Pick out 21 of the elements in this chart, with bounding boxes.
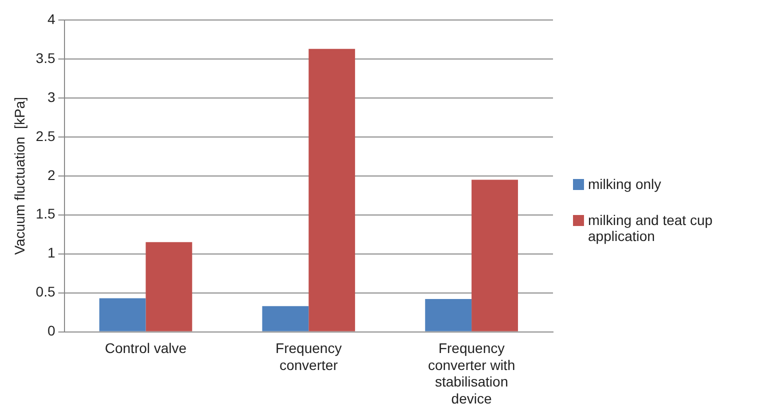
x-tick-label: Frequency converter with stabilisation device [428,340,516,406]
legend-label: milking and teat cup application [588,212,714,244]
y-tick-label: 2.5 [36,128,56,144]
bar [308,48,356,332]
bar [472,180,518,332]
bar [262,306,309,332]
y-tick-label: 0 [47,322,56,339]
x-tick-label: Frequency converter [276,340,342,373]
y-tick-label: 3.5 [36,50,56,66]
bar [425,299,472,332]
bar [99,298,146,332]
y-tick-label: 4 [47,10,56,27]
y-axis-title: Vacuum fluctuation [kPa] [11,97,28,255]
bar [146,242,192,332]
y-tick-label: 1 [47,244,56,261]
legend-label: milking only [588,176,662,192]
x-tick-label: Control valve [104,340,187,356]
y-tick-label: 1.5 [36,206,56,222]
y-tick-label: 0.5 [36,284,56,300]
y-tick-label: 2 [47,166,56,183]
y-tick-label: 3 [47,88,56,105]
